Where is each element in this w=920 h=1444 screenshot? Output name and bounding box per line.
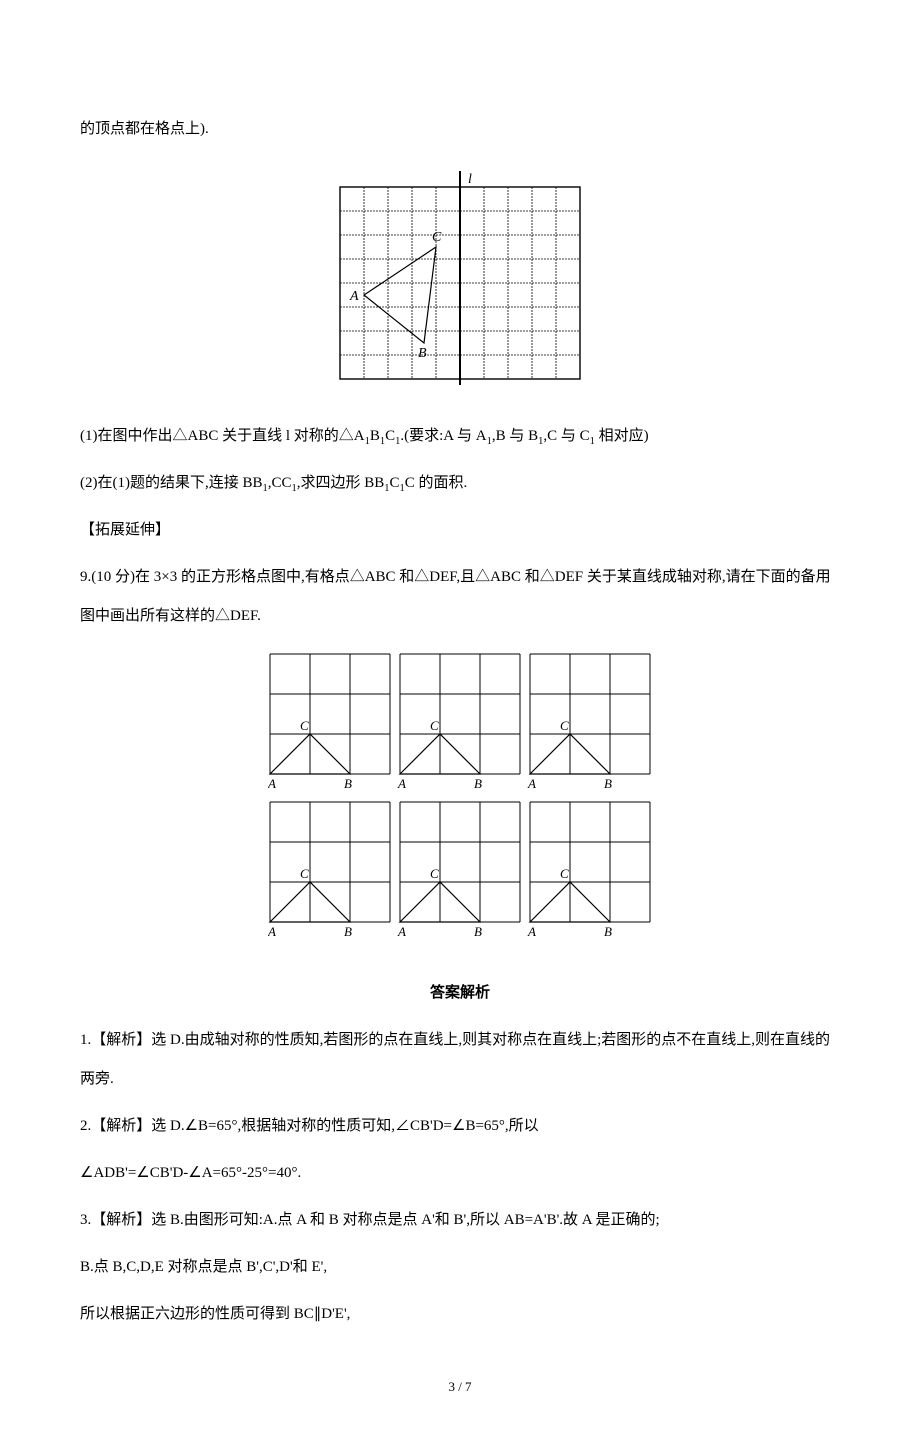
q8p2-t2: ,CC [268,475,292,491]
q8p2-t1: (2)在(1)题的结果下,连接 BB [80,475,263,491]
svg-text:A: A [527,924,536,939]
q8p1-t1: (1)在图中作出△ABC 关于直线 l 对称的△A [80,428,365,444]
svg-text:B: B [344,924,352,939]
svg-text:l: l [468,172,472,187]
svg-text:C: C [432,230,442,245]
question-9: 9.(10 分)在 3×3 的正方形格点图中,有格点△ABC 和△DEF,且△A… [80,558,840,636]
svg-text:A: A [397,924,406,939]
figure-1-svg: l A B C [334,165,586,385]
answer-1: 1.【解析】选 D.由成轴对称的性质知,若图形的点在直线上,则其对称点在直线上;… [80,1021,840,1099]
svg-text:C: C [560,718,569,733]
svg-text:B: B [344,776,352,791]
q8p1-t3: ,B 与 B [492,428,538,444]
svg-text:C: C [300,718,309,733]
svg-text:A: A [349,289,359,304]
answer-header: 答案解析 [80,974,840,1013]
answer-3-line3: 所以根据正六边形的性质可得到 BC∥D'E', [80,1295,840,1334]
svg-text:B: B [604,776,612,791]
svg-text:A: A [527,776,536,791]
extend-label: 【拓展延伸】 [80,511,840,550]
svg-text:A: A [397,776,406,791]
svg-text:C: C [560,866,569,881]
question-8-part2: (2)在(1)题的结果下,连接 BB1,CC1,求四边形 BB1C1C 的面积. [80,464,840,503]
answer-3-line2: B.点 B,C,D,E 对称点是点 B',C',D'和 E', [80,1248,840,1287]
svg-text:A: A [268,776,276,791]
q8p1-end: 相对应) [595,428,649,444]
svg-text:A: A [268,924,276,939]
figure-2-svg: A B C A B C A B C A B C A B C A B C [268,652,652,942]
q8p2-t3: ,求四边形 BB [297,475,385,491]
answer-2-line2: ∠ADB'=∠CB'D-∠A=65°-25°=40°. [80,1154,840,1193]
q8p1-b: B [370,428,380,444]
svg-text:B: B [474,924,482,939]
svg-text:C: C [430,866,439,881]
figure-2: A B C A B C A B C A B C A B C A B C [80,652,840,958]
answer-3-line1: 3.【解析】选 B.由图形可知:A.点 A 和 B 对称点是点 A'和 B',所… [80,1201,840,1240]
answer-2-line1: 2.【解析】选 D.∠B=65°,根据轴对称的性质可知,∠CB'D=∠B=65°… [80,1107,840,1146]
svg-text:B: B [474,776,482,791]
svg-text:C: C [300,866,309,881]
figure-1: l A B C [80,165,840,401]
q8p2-t4: C [390,475,400,491]
svg-text:C: C [430,718,439,733]
q8p2-end: C 的面积. [405,475,468,491]
page-number: 3 / 7 [80,1370,840,1404]
q8p1-t4: ,C 与 C [543,428,589,444]
question-8-part1: (1)在图中作出△ABC 关于直线 l 对称的△A1B1C1.(要求:A 与 A… [80,417,840,456]
svg-text:B: B [604,924,612,939]
top-fragment: 的顶点都在格点上). [80,110,840,149]
q8p1-t2: .(要求:A 与 A [400,428,486,444]
q8p1-c: C [385,428,395,444]
svg-text:B: B [418,346,427,361]
